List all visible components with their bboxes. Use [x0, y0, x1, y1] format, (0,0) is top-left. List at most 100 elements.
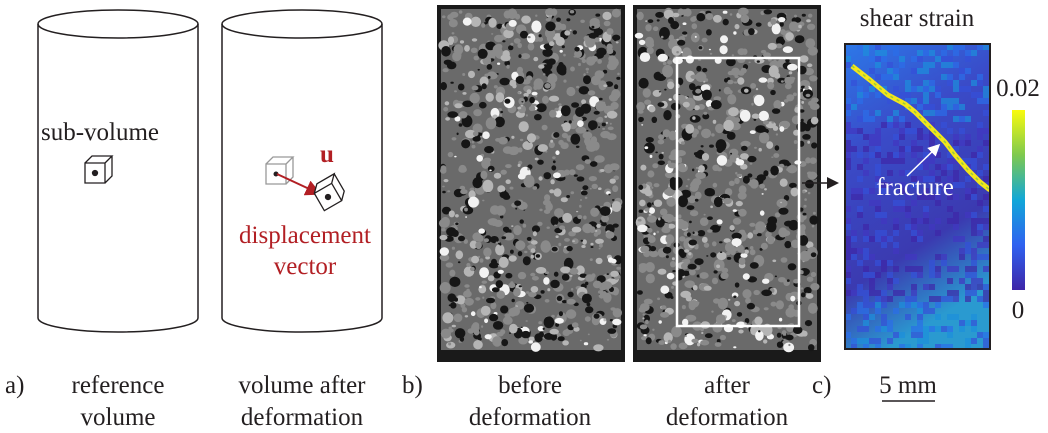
ct-grain	[773, 100, 782, 110]
ct-grain	[580, 239, 584, 242]
ct-grain	[514, 200, 522, 206]
ct-grain	[725, 251, 731, 256]
strain-cell	[887, 62, 893, 68]
ct-grain	[636, 11, 644, 21]
ct-grain	[502, 40, 506, 43]
ct-grain	[790, 187, 799, 197]
ct-grain	[563, 169, 571, 176]
strain-cell	[935, 218, 941, 224]
strain-cell	[935, 296, 941, 302]
ct-grain	[497, 185, 506, 193]
ct-grain	[468, 70, 475, 79]
strain-cell	[845, 314, 851, 320]
strain-cell	[917, 56, 923, 62]
ct-grain	[698, 165, 705, 173]
ct-grain	[458, 235, 465, 242]
strain-cell	[851, 188, 857, 194]
ct-grain	[653, 183, 660, 188]
ct-grain	[462, 73, 466, 76]
ct-grain	[547, 288, 551, 292]
ct-grain	[562, 340, 569, 346]
ct-grain	[676, 51, 679, 54]
strain-cell	[971, 194, 977, 200]
ct-grain	[733, 81, 738, 84]
strain-cell	[875, 56, 881, 62]
strain-cell	[929, 224, 935, 230]
ct-grain	[601, 215, 609, 223]
ct-grain	[670, 261, 676, 268]
ct-grain	[657, 53, 668, 62]
ct-grain	[518, 97, 525, 105]
ct-grain	[522, 256, 531, 266]
ct-grain	[550, 332, 558, 341]
ct-grain	[584, 316, 591, 322]
ct-grain	[727, 70, 734, 76]
strain-cell	[911, 200, 917, 206]
strain-cell	[899, 182, 905, 188]
ct-grain	[579, 273, 587, 278]
ct-grain	[570, 191, 575, 195]
ct-grain	[758, 330, 761, 333]
ct-grain	[811, 224, 815, 228]
ct-grain	[457, 261, 461, 264]
ct-grain	[744, 249, 749, 254]
strain-cell	[929, 176, 935, 182]
strain-cell	[977, 74, 983, 80]
ct-grain	[598, 187, 602, 190]
strain-cell	[863, 170, 869, 176]
strain-cell	[971, 212, 977, 218]
strain-cell	[941, 62, 947, 68]
strain-cell	[971, 218, 977, 224]
ct-grain	[526, 75, 533, 81]
strain-cell	[893, 140, 899, 146]
ct-grain	[763, 120, 769, 125]
ct-grain	[589, 187, 592, 190]
strain-cell	[857, 260, 863, 266]
strain-cell	[845, 224, 851, 230]
ct-grain	[574, 50, 583, 58]
strain-cell	[953, 80, 959, 86]
ct-grain	[505, 272, 513, 279]
strain-cell	[917, 272, 923, 278]
ct-grain	[494, 116, 505, 128]
strain-cell	[977, 80, 983, 86]
strain-cell	[953, 194, 959, 200]
strain-cell	[869, 254, 875, 260]
ct-grain	[704, 333, 713, 339]
strain-cell	[959, 236, 965, 242]
ct-grain	[447, 293, 457, 303]
strain-cell	[983, 254, 989, 260]
caption: deformation	[666, 404, 789, 431]
ct-grain	[589, 21, 601, 29]
ct-grain	[721, 267, 729, 273]
strain-cell	[881, 290, 887, 296]
strain-cell	[983, 44, 989, 50]
ct-grain	[596, 275, 606, 283]
ct-grain	[459, 40, 465, 44]
ct-grain	[530, 248, 536, 253]
panel-label: a)	[5, 372, 24, 399]
ct-grain	[499, 243, 502, 246]
strain-cell	[953, 218, 959, 224]
ct-grain	[662, 64, 674, 78]
strain-cell	[917, 86, 923, 92]
vector-symbol: u	[320, 141, 334, 168]
ct-grain	[564, 30, 571, 36]
strain-cell	[905, 314, 911, 320]
ct-grain	[711, 277, 719, 285]
ct-grain	[596, 223, 601, 228]
ct-grain	[802, 190, 806, 194]
ct-grain	[498, 136, 508, 145]
strain-cell	[983, 140, 989, 146]
ct-grain	[464, 284, 470, 288]
ct-grain	[611, 199, 615, 201]
strain-cell	[875, 152, 881, 158]
ct-grain	[445, 262, 454, 268]
ct-grain	[682, 22, 687, 26]
ct-grain	[755, 88, 759, 91]
ct-grain	[714, 342, 722, 347]
ct-grain	[646, 202, 652, 208]
strain-cell	[917, 320, 923, 326]
ct-grain	[655, 217, 665, 228]
ct-grain	[641, 336, 648, 341]
